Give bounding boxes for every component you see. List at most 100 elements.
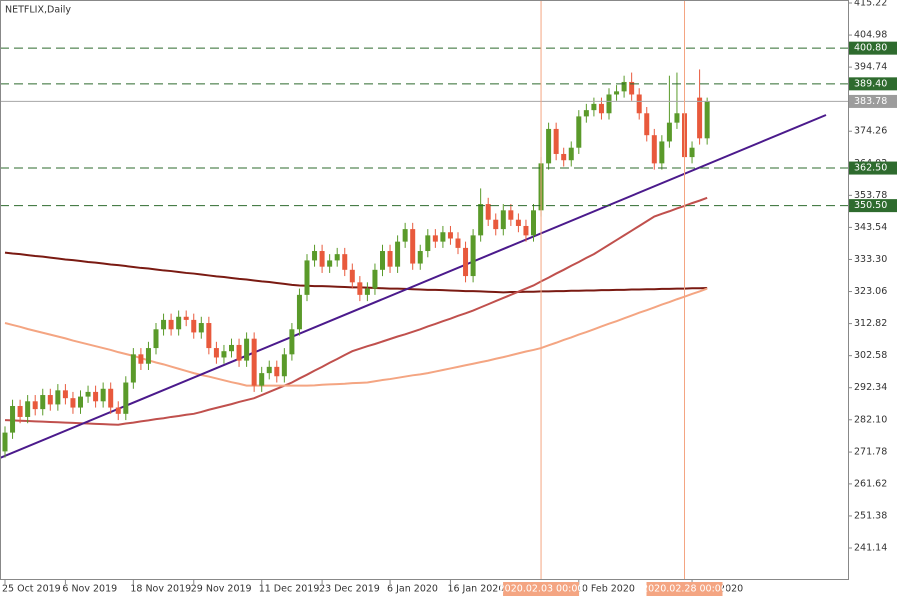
level-label-box [849,41,897,55]
candle-body [395,241,401,267]
candle-body [463,247,469,277]
candle-body [108,388,114,408]
y-tick-label: 333.30 [854,254,887,265]
marker-label: 2020.02.03 00:00 [499,584,584,595]
candle-body [115,407,121,414]
candle-body [531,210,536,236]
candle-body [666,122,672,142]
candle-body [319,251,325,267]
candle-body [561,153,567,161]
candle-body [47,395,53,405]
candle-body [274,366,280,377]
y-tick-label: 251.38 [854,510,887,521]
marker-label-box [503,582,580,596]
candle-body [432,235,438,242]
candle-body [176,316,182,330]
level-label: 362.50 [854,163,887,174]
level-label: 350.50 [854,200,887,211]
candle-body [191,319,197,333]
level-label-box [849,199,897,213]
candle-body [221,351,227,358]
candle-body [259,373,265,386]
candle-body [364,288,370,295]
candle-body [485,204,491,220]
candle-body [296,294,302,330]
candle-body [576,116,582,148]
marker-label-box [646,582,723,596]
candle-body [704,101,710,139]
x-tick-label: 10 Feb 2020 [576,584,635,595]
x-tick-label: 23 Dec 2019 [319,584,380,595]
candle-body [289,329,295,355]
candle-body [123,382,129,414]
candle-body [100,388,106,402]
level-label: 400.80 [854,43,887,54]
candle-body [17,405,23,417]
y-tick-label: 404.98 [854,30,887,41]
candle-body [244,338,250,361]
level-label: 389.40 [854,78,887,89]
candle-body [145,348,151,364]
y-tick-label: 261.62 [854,478,887,489]
moving-averages [4,196,708,426]
candle-body [229,344,234,352]
x-tick-label: 18 Nov 2019 [130,584,191,595]
candle-body [357,282,363,295]
candle-body [697,97,703,139]
candle-body [614,91,620,95]
candle-body [493,219,499,230]
candle-body [470,235,476,277]
x-tick-label: 29 Nov 2019 [191,584,252,595]
level-label-box [849,77,897,91]
candle-body [598,103,604,114]
y-tick-label: 241.14 [854,543,887,554]
price-label: 383.78 [854,96,887,107]
plot [0,0,848,580]
x-tick-label: 6 Nov 2019 [62,584,117,595]
x-tick-label: 11 Dec 2019 [259,584,320,595]
candle-body [387,251,393,267]
price-label-box [849,94,897,108]
candle-body [62,390,68,399]
candle-body [644,113,650,136]
candle-body [130,354,136,383]
candle-body [455,238,461,248]
candle-body [349,269,355,283]
candle-body [304,260,310,295]
candle-body [440,232,446,242]
candle-body [636,94,642,114]
y-tick-label: 271.78 [854,447,887,458]
candle-body [508,210,514,220]
candle-body [32,401,38,410]
y-tick-label: 343.54 [854,222,887,233]
candle-body [153,329,159,349]
candle-body [138,354,144,364]
candle-body [183,316,189,320]
candle-body [10,405,16,433]
plot-frame [0,0,849,580]
y-tick-label: 394.74 [854,62,887,73]
candle-body [402,229,408,242]
candle-body [334,254,340,261]
y-tick-label: 292.34 [854,382,887,393]
candle-body [78,396,83,408]
candle-body [546,128,552,164]
candle-body [93,391,99,402]
y-tick-label: 374.26 [854,126,887,137]
candle-body [236,344,242,361]
candle-body [206,323,212,349]
candle-body [425,235,431,252]
candle-body [70,398,76,408]
candle-body [85,391,91,397]
candle-body [651,135,657,164]
candle-body [591,103,597,111]
candle-body [380,251,385,270]
candle-body [40,395,46,410]
marker-label: 2020.02.28 00:00 [642,584,727,595]
x-tick-label: 25 Oct 2019 [2,584,61,595]
candle-body [25,401,31,417]
y-tick-label: 323.06 [854,286,887,297]
